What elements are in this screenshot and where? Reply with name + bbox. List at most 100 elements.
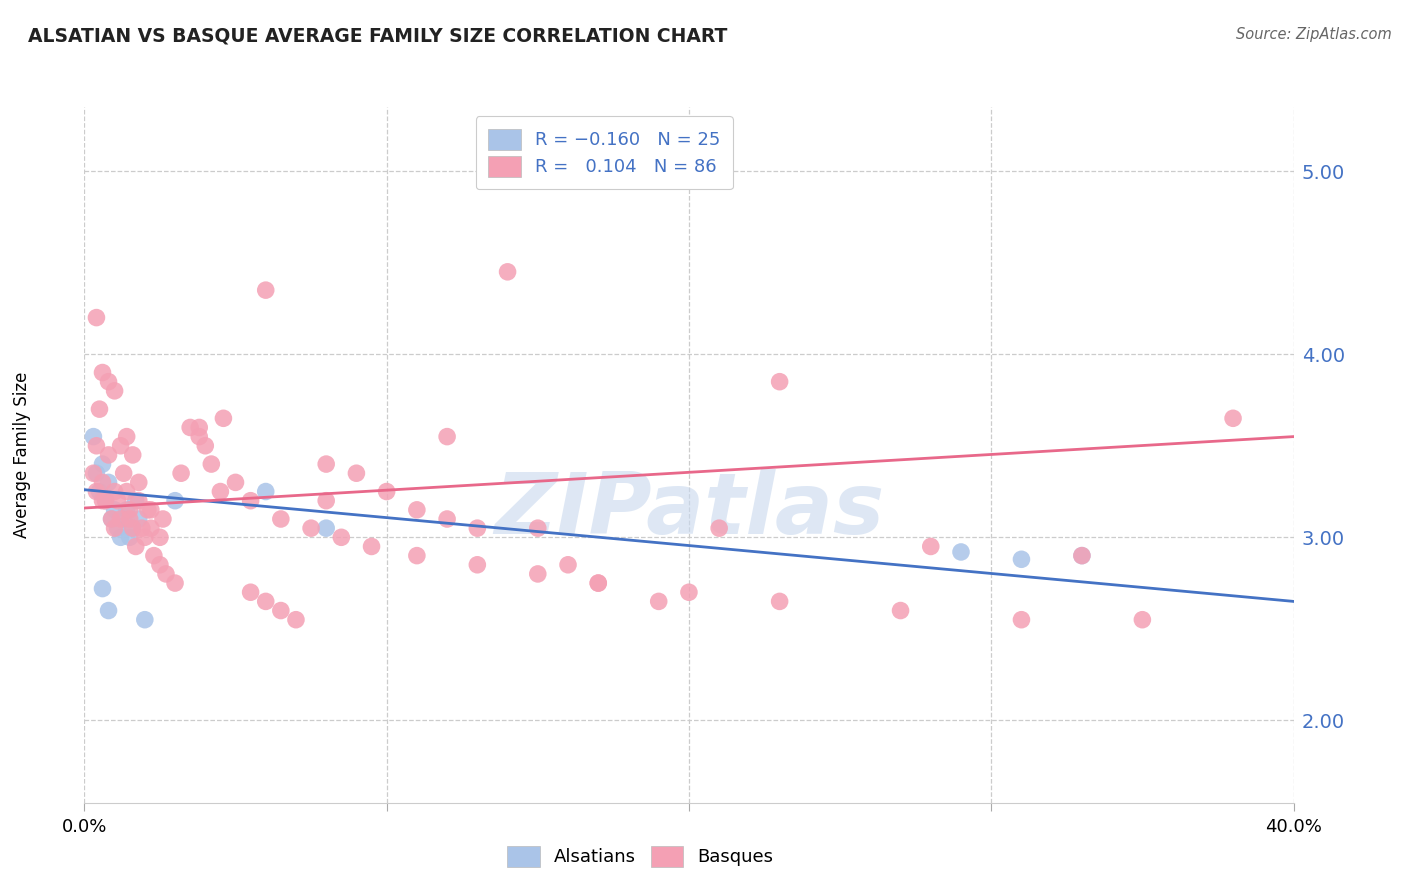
Point [110,439,132,453]
Point [163,576,186,591]
Point [91,582,114,596]
Point [1071,549,1094,563]
Point [155,566,177,581]
Point [1222,411,1244,425]
Point [588,576,610,591]
Point [709,521,731,535]
Legend: Alsatians, Basques: Alsatians, Basques [501,838,780,874]
Point [91,475,114,490]
Point [107,521,129,535]
Point [110,530,132,544]
Point [299,521,322,535]
Point [588,576,610,591]
Point [134,613,156,627]
Point [1071,549,1094,563]
Point [118,512,141,526]
Point [526,521,548,535]
Point [110,512,132,526]
Point [179,420,201,434]
Point [270,512,292,526]
Point [91,493,114,508]
Point [254,594,277,608]
Point [104,484,127,499]
Point [97,475,120,490]
Point [118,503,141,517]
Point [112,467,135,481]
Point [188,420,211,434]
Point [254,484,277,499]
Point [557,558,579,572]
Point [97,603,120,617]
Point [315,493,337,508]
Point [115,484,138,499]
Text: ZIPatlas: ZIPatlas [494,469,884,552]
Point [526,566,548,581]
Point [467,521,489,535]
Point [89,484,111,499]
Point [115,429,138,443]
Text: ALSATIAN VS BASQUE AVERAGE FAMILY SIZE CORRELATION CHART: ALSATIAN VS BASQUE AVERAGE FAMILY SIZE C… [28,27,727,45]
Point [315,457,337,471]
Point [330,530,353,544]
Point [104,503,127,517]
Point [112,512,135,526]
Point [86,439,108,453]
Point [920,540,942,554]
Point [115,503,138,517]
Point [128,493,150,508]
Point [94,493,117,508]
Point [1010,552,1032,566]
Y-axis label: Average Family Size: Average Family Size [13,372,31,538]
Point [315,521,337,535]
Point [136,503,159,517]
Point [104,384,127,398]
Point [107,493,129,508]
Point [360,540,382,554]
Point [100,512,122,526]
Point [97,375,120,389]
Point [406,503,429,517]
Point [170,467,193,481]
Point [128,475,150,490]
Point [467,558,489,572]
Point [82,467,104,481]
Point [225,475,247,490]
Point [152,512,174,526]
Point [890,603,912,617]
Point [139,503,162,517]
Point [149,558,172,572]
Point [121,448,143,462]
Point [139,521,162,535]
Point [86,467,108,481]
Point [496,265,519,279]
Point [254,283,277,297]
Point [200,457,222,471]
Point [346,467,368,481]
Point [121,521,143,535]
Point [375,484,398,499]
Point [118,530,141,544]
Point [284,613,308,627]
Point [142,549,165,563]
Point [950,545,973,559]
Point [188,429,211,443]
Point [91,366,114,380]
Point [194,439,217,453]
Point [163,493,186,508]
Point [406,549,429,563]
Point [1130,613,1153,627]
Point [131,521,153,535]
Point [209,484,232,499]
Point [89,402,111,417]
Point [436,512,458,526]
Text: Source: ZipAtlas.com: Source: ZipAtlas.com [1236,27,1392,42]
Point [212,411,235,425]
Point [86,484,108,499]
Point [121,521,143,535]
Point [125,493,148,508]
Point [91,457,114,471]
Point [82,429,104,443]
Point [270,603,292,617]
Point [86,310,108,325]
Point [239,493,262,508]
